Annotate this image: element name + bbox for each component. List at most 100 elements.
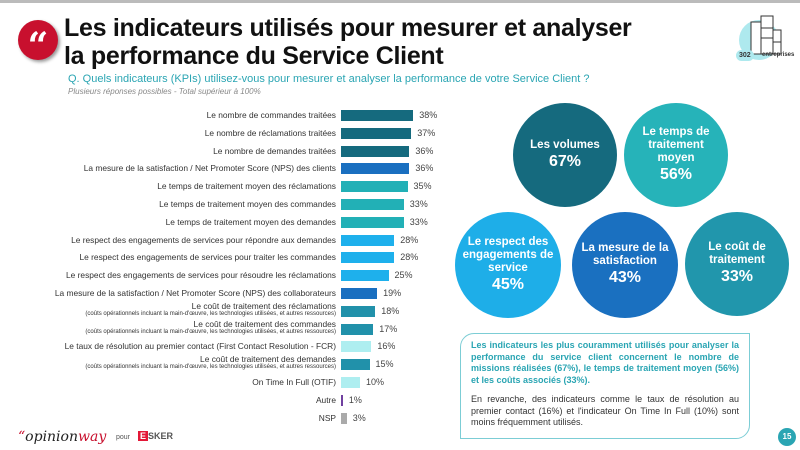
bar-value-label: 18% — [381, 305, 400, 316]
bar-row: Le respect des engagements de services p… — [0, 267, 450, 285]
bar-value-label: 25% — [394, 270, 413, 281]
bar-label-sub: (coûts opérationnels incluant la main-d'… — [85, 364, 336, 371]
circle-volumes: Les volumes 67% — [513, 103, 617, 207]
sample-label: entreprises — [762, 52, 795, 58]
bar-row: Le temps de traitement moyen des demande… — [0, 214, 450, 232]
bar — [341, 145, 410, 157]
bar — [341, 252, 395, 264]
circle-satisfaction: La mesure de la satisfaction 43% — [572, 212, 678, 318]
bar — [341, 359, 370, 371]
note: Plusieurs réponses possibles - Total sup… — [68, 87, 261, 96]
bar-label: Le taux de résolution au premier contact… — [65, 342, 336, 351]
bar-label-text: Le coût de traitement des réclamations — [191, 300, 336, 311]
circle-value: 43% — [608, 269, 642, 286]
bar-value-label: 33% — [409, 199, 428, 209]
bar-label-text: Le nombre de commandes traitées — [206, 110, 336, 120]
bar-row: NSP 3% — [0, 410, 450, 428]
bar-label-text: Le temps de traitement moyen des command… — [159, 199, 336, 209]
bar-label-text: Le respect des engagements de services p… — [65, 270, 336, 281]
bar-label: La mesure de la satisfaction / Net Promo… — [84, 164, 336, 173]
bar — [341, 270, 389, 282]
bar-label: Le coût de traitement des réclamations (c… — [85, 300, 336, 318]
bar — [341, 110, 414, 121]
bar-row: La mesure de la satisfaction / Net Promo… — [0, 160, 450, 178]
bar-value-label: 1% — [348, 394, 362, 405]
bar — [341, 323, 374, 335]
bar-label: Le nombre de commandes traitées — [207, 111, 336, 120]
bar-row: Le coût de traitement des réclamations (c… — [0, 300, 450, 321]
bar-label-text: Le nombre de demandes traitées — [213, 145, 336, 156]
bar-label-text: La mesure de la satisfaction / Net Promo… — [54, 288, 336, 298]
bar-label: Le respect des engagements de services p… — [79, 253, 336, 262]
summary-text: En revanche, des indicateurs comme le ta… — [471, 394, 739, 427]
bar-row: Autre 1% — [0, 392, 450, 410]
bar-value-label: 15% — [375, 359, 394, 370]
circle-value: 67% — [548, 152, 582, 170]
bar — [341, 341, 372, 353]
bar — [341, 163, 410, 175]
bar-label-text: Le temps de traitement moyen des réclama… — [157, 181, 336, 192]
bar-value-label: 36% — [415, 145, 434, 156]
bar-row: Le temps de traitement moyen des command… — [0, 196, 450, 214]
bar-label: Le respect des engagements de services p… — [71, 235, 336, 245]
esker-logo: E SKER — [138, 431, 174, 441]
bar-row: Le respect des engagements de services p… — [0, 232, 450, 250]
bar-label: Le coût de traitement des commandes (coût… — [85, 318, 336, 336]
bar-value-label: 17% — [379, 323, 398, 334]
bar-label: Le respect des engagements de services p… — [66, 271, 336, 280]
bar-label-text: Le coût de traitement des demandes — [200, 354, 336, 365]
bar-label: Le coût de traitement des demandes (coûts… — [85, 355, 336, 371]
bar-label: Le nombre de réclamations traitées — [204, 127, 336, 138]
question: Q. Quels indicateurs (KPIs) utilisez-vou… — [68, 73, 590, 85]
quote-icon: “ — [18, 20, 58, 67]
circle-value: 45% — [491, 275, 525, 293]
page-number: 15 — [778, 428, 796, 446]
bar-value-label: 37% — [417, 127, 436, 138]
bar-label-text: NSP — [318, 412, 336, 423]
opinionway-logo: “opinionway — [18, 429, 107, 445]
bar-value-label: 28% — [400, 234, 419, 245]
bar-row: La mesure de la satisfaction / Net Promo… — [0, 285, 450, 303]
sample-count: 302 — [736, 50, 754, 61]
bar-row: On Time In Full (OTIF) 10% — [0, 374, 450, 392]
bar-label-text: Le coût de traitement des commandes — [193, 318, 336, 329]
bar — [341, 412, 347, 424]
bar — [341, 288, 378, 299]
bar — [341, 234, 395, 246]
bar — [341, 377, 360, 388]
circle-label: Le respect des engagements de service — [462, 235, 554, 274]
bar-label: Le temps de traitement moyen des command… — [159, 200, 336, 209]
bar-label: Le temps de traitement moyen des réclama… — [157, 182, 336, 191]
bar — [341, 199, 404, 210]
circle-label: Le temps de traitement moyen — [642, 125, 710, 164]
circle-label: Le coût de traitement — [708, 241, 766, 266]
bar-value-label: 36% — [415, 163, 434, 174]
bar-label: NSP — [318, 412, 336, 423]
bar-label-text: Le taux de résolution au premier contact… — [64, 341, 336, 352]
bar — [341, 394, 343, 406]
bar — [341, 305, 376, 317]
bar-row: Le respect des engagements de services p… — [0, 249, 450, 267]
bar-label: On Time In Full (OTIF) — [252, 378, 336, 387]
bar-value-label: 19% — [383, 288, 402, 298]
bar-label: Autre — [315, 394, 336, 405]
bar-value-label: 38% — [419, 110, 438, 120]
bar — [341, 216, 404, 228]
bar-label-text: Le nombre de réclamations traitées — [204, 127, 336, 138]
bar-label-text: Autre — [315, 394, 336, 405]
bar-label-text: On Time In Full (OTIF) — [252, 377, 336, 387]
bar-label: La mesure de la satisfaction / Net Promo… — [55, 289, 336, 298]
bar-row: Le temps de traitement moyen des réclama… — [0, 178, 450, 196]
bar-label: Le temps de traitement moyen des demande… — [165, 216, 336, 227]
bar-value-label: 3% — [352, 412, 366, 423]
bar-row: Le nombre de demandes traitées 36% — [0, 143, 450, 161]
bar-label-sub: (coûts opérationnels incluant la main-d'… — [85, 310, 336, 317]
circle-label: Les volumes — [530, 138, 600, 151]
pour-text: pour — [116, 434, 131, 441]
circle-cout: Le coût de traitement 33% — [685, 212, 789, 316]
bar-label-text: Le temps de traitement moyen des demande… — [165, 216, 336, 227]
bar-label-text: Le respect des engagements de services p… — [79, 252, 336, 263]
circle-value: 56% — [659, 165, 693, 183]
bar-row: Le nombre de réclamations traitées 37% — [0, 125, 450, 143]
bar-label-sub: (coûts opérationnels incluant la main-d'… — [85, 328, 336, 335]
